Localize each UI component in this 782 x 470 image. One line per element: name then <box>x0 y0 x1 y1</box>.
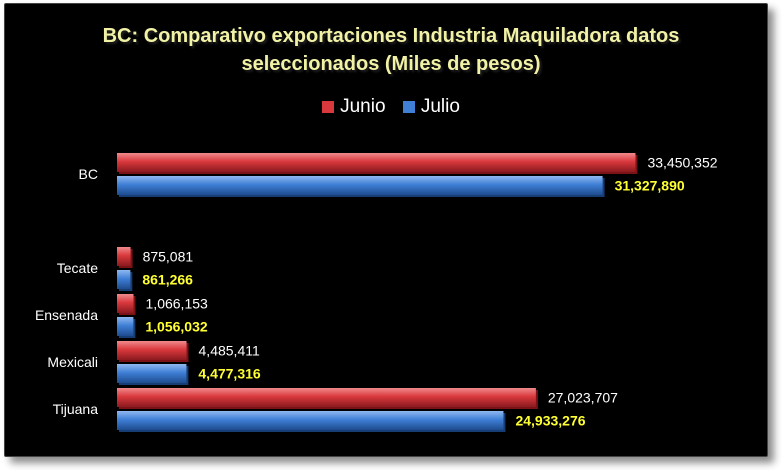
legend-swatch-junio <box>322 101 335 113</box>
value-label-julio-mexicali: 4,477,316 <box>198 366 260 382</box>
category-label-tijuana: Tijuana <box>53 401 99 417</box>
legend: Junio Julio <box>0 96 782 119</box>
value-label-junio-ensenada: 1,066,153 <box>146 296 208 312</box>
bar-julio-mexicali <box>117 364 189 385</box>
bar-julio-bc <box>117 176 605 197</box>
legend-item-julio: Julio <box>402 96 460 118</box>
bar-junio-tecate <box>117 247 133 268</box>
category-label-bc: BC <box>79 166 98 182</box>
bar-junio-tijuana <box>117 388 538 409</box>
value-label-julio-tecate: 861,266 <box>142 272 193 288</box>
value-label-junio-bc: 33,450,352 <box>647 155 717 171</box>
chart-title-line1: BC: Comparativo exportaciones Industria … <box>102 25 680 47</box>
chart-title-line2: seleccionados (Miles de pesos) <box>241 53 541 75</box>
bar-junio-bc <box>117 153 638 174</box>
category-label-mexicali: Mexicali <box>47 354 98 370</box>
value-label-junio-tijuana: 27,023,707 <box>548 390 618 406</box>
legend-label-junio: Junio <box>340 96 386 117</box>
legend-item-junio: Junio <box>322 96 386 118</box>
bar-junio-ensenada <box>117 294 136 315</box>
legend-label-julio: Julio <box>420 96 460 117</box>
category-label-ensenada: Ensenada <box>35 307 98 323</box>
bar-junio-mexicali <box>117 341 189 362</box>
bar-julio-tecate <box>117 270 133 291</box>
bar-julio-tijuana <box>117 411 506 432</box>
value-label-julio-bc: 31,327,890 <box>615 178 685 194</box>
chart-title: BC: Comparativo exportaciones Industria … <box>0 22 782 78</box>
value-label-julio-ensenada: 1,056,032 <box>145 319 207 335</box>
legend-swatch-julio <box>402 101 415 113</box>
value-label-junio-tecate: 875,081 <box>143 249 194 265</box>
value-label-junio-mexicali: 4,485,411 <box>199 343 260 359</box>
value-label-julio-tijuana: 24,933,276 <box>515 413 585 429</box>
category-label-tecate: Tecate <box>57 260 98 276</box>
bar-julio-ensenada <box>117 317 136 338</box>
